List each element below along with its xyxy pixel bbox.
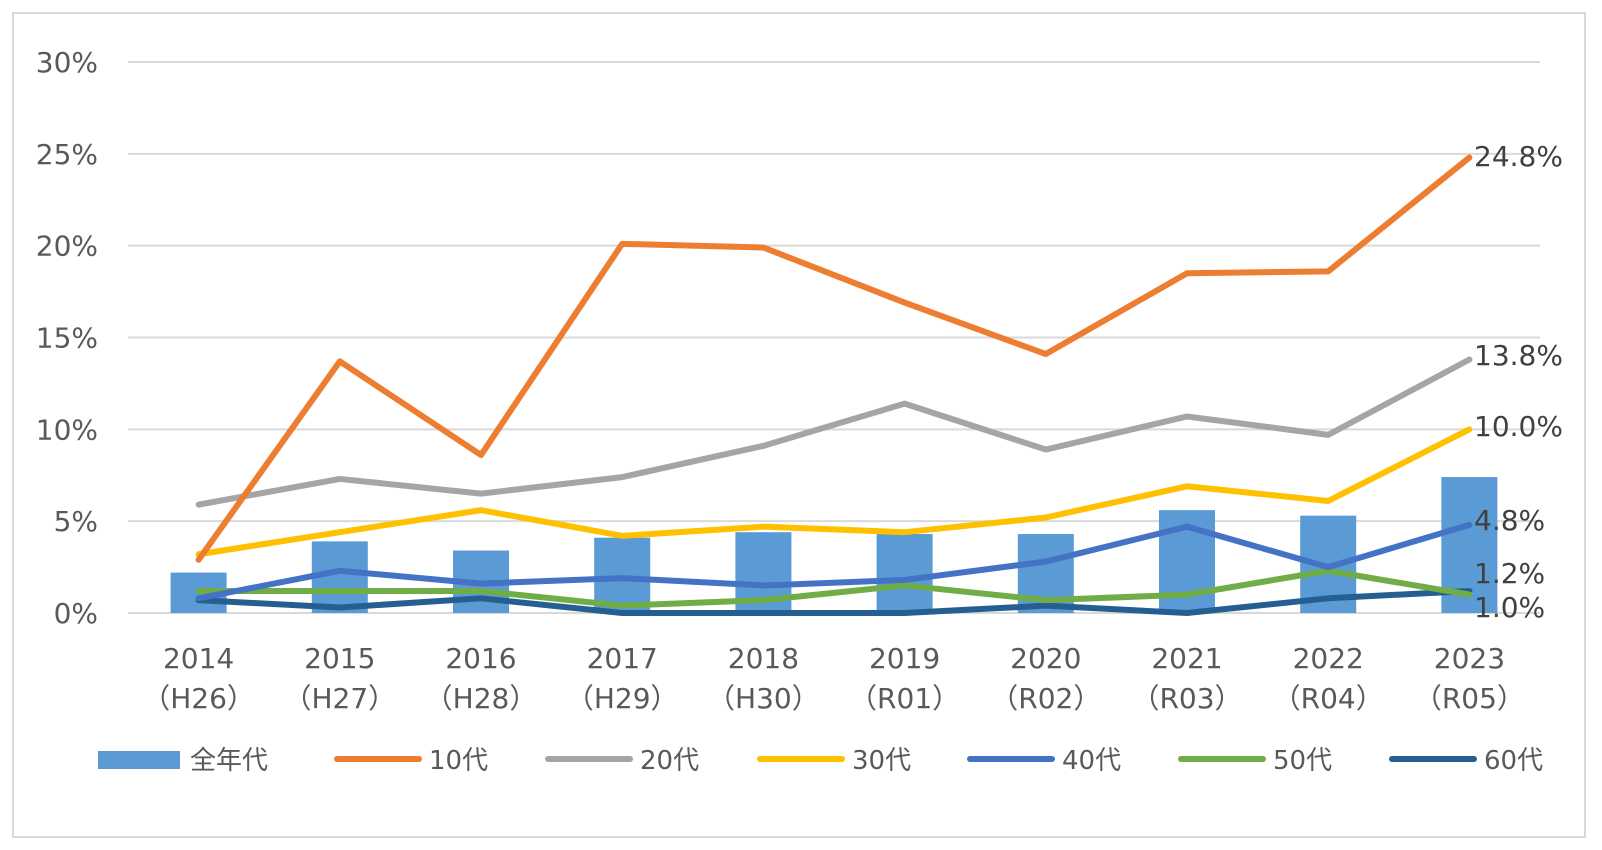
- legend-swatch: [98, 751, 180, 769]
- x-tick-label: 2014: [163, 642, 234, 675]
- x-tick-sublabel: （R04）: [1273, 682, 1384, 715]
- x-tick-label: 2021: [1151, 642, 1222, 675]
- end-value-label: 10.0%: [1474, 410, 1563, 443]
- legend-label: 全年代: [190, 746, 268, 776]
- x-tick-label: 2020: [1010, 642, 1081, 675]
- legend-label: 10代: [429, 746, 488, 776]
- x-tick-label: 2018: [728, 642, 799, 675]
- y-tick-label: 0%: [54, 597, 98, 630]
- y-tick-label: 10%: [36, 413, 98, 446]
- x-tick-label: 2023: [1434, 642, 1505, 675]
- legend-label: 20代: [640, 746, 699, 776]
- end-value-label: 4.8%: [1474, 504, 1545, 537]
- x-tick-sublabel: （H26）: [142, 682, 255, 715]
- end-value-label: 24.8%: [1474, 140, 1563, 173]
- x-tick-sublabel: （R01）: [849, 682, 960, 715]
- series-line: [195, 567, 1473, 609]
- legend-label: 60代: [1484, 746, 1543, 776]
- legend-label: 30代: [852, 746, 911, 776]
- chart-frame: [12, 12, 1586, 838]
- y-tick-label: 30%: [36, 46, 98, 79]
- y-tick-label: 5%: [54, 505, 98, 538]
- end-value-label: 13.8%: [1474, 339, 1563, 372]
- x-tick-sublabel: （H28）: [425, 682, 538, 715]
- end-value-label: 1.2%: [1474, 557, 1545, 590]
- x-tick-label: 2019: [869, 642, 940, 675]
- legend-label: 40代: [1062, 746, 1121, 776]
- y-tick-label: 15%: [36, 322, 98, 355]
- end-value-label: 1.0%: [1474, 591, 1545, 624]
- x-tick-sublabel: （R05）: [1414, 682, 1525, 715]
- x-tick-sublabel: （R03）: [1131, 682, 1242, 715]
- x-tick-sublabel: （H30）: [707, 682, 820, 715]
- y-tick-label: 25%: [36, 138, 98, 171]
- x-tick-label: 2017: [587, 642, 658, 675]
- x-tick-sublabel: （H29）: [566, 682, 679, 715]
- bar: [876, 534, 933, 613]
- x-tick-sublabel: （H27）: [283, 682, 396, 715]
- x-tick-label: 2016: [445, 642, 516, 675]
- legend-label: 50代: [1273, 746, 1332, 776]
- series-line: [195, 587, 1473, 616]
- x-tick-sublabel: （R02）: [990, 682, 1101, 715]
- series-line: [195, 154, 1473, 563]
- series-line: [195, 521, 1473, 602]
- y-tick-label: 20%: [36, 230, 98, 263]
- x-tick-label: 2015: [304, 642, 375, 675]
- series-line: [195, 426, 1473, 558]
- x-tick-label: 2022: [1293, 642, 1364, 675]
- series-line: [195, 356, 1473, 508]
